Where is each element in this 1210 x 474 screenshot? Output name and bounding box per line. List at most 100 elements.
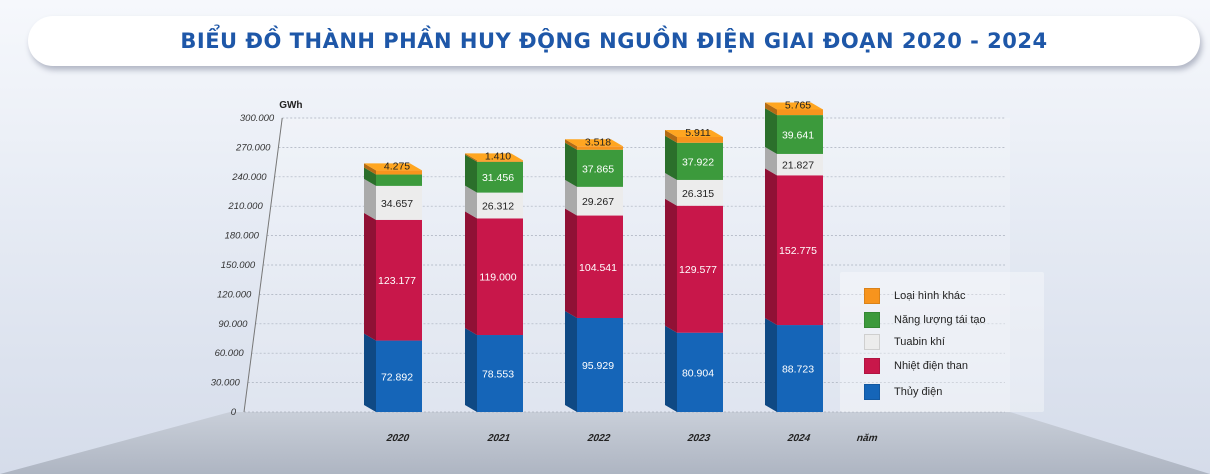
bar-segment (577, 149, 623, 187)
bar-segment-side (465, 154, 477, 193)
bar-segment (477, 161, 523, 193)
bar-top-face (665, 129, 723, 137)
bar-segment (577, 215, 623, 318)
bar-value-label: 95.929 (582, 360, 614, 372)
legend-item-renewable: Năng lượng tái tạo (864, 312, 986, 328)
y-axis-unit: GWh (279, 100, 302, 111)
bar-value-label: 88.723 (782, 364, 814, 376)
bar-value-label: 29.267 (582, 196, 614, 208)
legend-item-gas-turbine: Tuabin khí (864, 334, 945, 350)
bar-segment (777, 325, 823, 412)
bar-segment-side (565, 142, 577, 187)
legend-label-other: Loại hình khác (894, 290, 966, 302)
y-tick-label: 30.000 (211, 378, 241, 389)
bar-segment-side (565, 208, 577, 318)
bar-segment-side (765, 108, 777, 154)
bar-value-label: 72.892 (381, 371, 413, 383)
bar-value-label: 80.904 (682, 367, 714, 379)
bar-segment-side (364, 178, 376, 220)
y-tick-label: 150.000 (221, 260, 256, 271)
title-banner: BIỂU ĐỒ THÀNH PHẦN HUY ĐỘNG NGUỒN ĐIỆN G… (28, 16, 1200, 66)
y-tick-label: 60.000 (215, 348, 245, 359)
x-axis-label: năm (855, 433, 879, 444)
bar-segment (777, 175, 823, 326)
bar-value-label: 37.865 (582, 163, 614, 175)
y-tick-label: 90.000 (218, 319, 248, 330)
bar-segment (376, 185, 422, 220)
bar-segment-side (765, 318, 777, 412)
bar-segment (577, 146, 623, 150)
chart-legend: Loại hình khác Năng lượng tái tạo Tuabin… (840, 272, 1044, 412)
bar-segment (376, 219, 422, 341)
bar-value-label: 26.312 (482, 201, 514, 213)
bar-value-label: 37.922 (682, 156, 714, 168)
legend-swatch-renewable (864, 312, 880, 328)
bar-segment-side (465, 153, 477, 162)
y-tick-label: 240.000 (231, 172, 267, 183)
legend-item-other: Loại hình khác (864, 288, 966, 304)
x-category-label: 2024 (786, 433, 812, 444)
bar-segment-side (765, 102, 777, 116)
bar-segment (376, 174, 422, 186)
bar-top-face (364, 163, 422, 171)
bar-segment-side (364, 167, 376, 186)
bar-segment-side (565, 139, 577, 150)
bar-value-label: 5.911 (685, 127, 711, 139)
legend-swatch-hydro (864, 384, 880, 400)
bar-top-face (765, 102, 823, 110)
bar-segment-side (465, 185, 477, 219)
legend-swatch-gas-turbine (864, 334, 880, 350)
y-tick-label: 270.000 (235, 142, 271, 153)
bar-segment (777, 109, 823, 116)
bar-value-label: 31.456 (482, 172, 514, 184)
bar-segment (477, 192, 523, 219)
legend-swatch-coal (864, 358, 880, 374)
y-tick-label: 0 (231, 407, 237, 418)
x-category-label: 2022 (586, 433, 612, 444)
bar-value-label: 152.775 (779, 245, 817, 257)
bar-value-label: 129.577 (679, 264, 717, 276)
bar-segment (677, 205, 723, 333)
bar-value-label: 104.541 (579, 262, 617, 274)
bar-segment (677, 136, 723, 143)
bar-top-face (565, 139, 623, 147)
bar-value-label: 78.553 (482, 369, 514, 381)
bar-value-label: 119.000 (479, 272, 516, 284)
bar-segment-side (565, 179, 577, 216)
bar-segment (677, 142, 723, 180)
bar-segment-side (565, 310, 577, 412)
bar-segment (577, 317, 623, 412)
bar-segment-side (765, 168, 777, 326)
bar-segment (777, 115, 823, 154)
bar-segment-side (665, 172, 677, 206)
legend-item-coal: Nhiệt điện than (864, 358, 968, 374)
bar-segment-side (465, 328, 477, 412)
chart-title: BIỂU ĐỒ THÀNH PHẦN HUY ĐỘNG NGUỒN ĐIỆN G… (180, 29, 1048, 53)
bar-segment (477, 160, 523, 162)
bar-segment-side (465, 211, 477, 336)
y-tick-label: 120.000 (217, 289, 252, 300)
legend-label-gas-turbine: Tuabin khí (894, 336, 945, 348)
x-category-label: 2023 (686, 433, 712, 444)
bar-segment (376, 340, 422, 412)
bar-segment (477, 218, 523, 336)
x-category-label: 2021 (486, 433, 512, 444)
y-tick-label: 180.000 (225, 231, 260, 242)
y-tick-label: 210.000 (227, 201, 263, 212)
bar-value-label: 34.657 (381, 198, 413, 210)
legend-label-renewable: Năng lượng tái tạo (894, 314, 986, 326)
bar-segment-side (364, 163, 376, 175)
y-tick-label: 300.000 (240, 113, 275, 124)
bar-value-label: 21.827 (782, 160, 814, 172)
bar-segment (577, 186, 623, 216)
legend-item-hydro: Thủy điện (864, 384, 942, 400)
bar-segment (777, 153, 823, 176)
bar-value-label: 39.641 (782, 130, 814, 142)
legend-label-hydro: Thủy điện (894, 386, 943, 398)
bar-segment-side (665, 129, 677, 143)
bar-segment-side (665, 325, 677, 412)
legend-label-coal: Nhiệt điện than (894, 360, 968, 372)
bar-value-label: 3.518 (585, 136, 611, 148)
chart-floor (0, 412, 1210, 474)
bar-segment-side (364, 212, 376, 341)
